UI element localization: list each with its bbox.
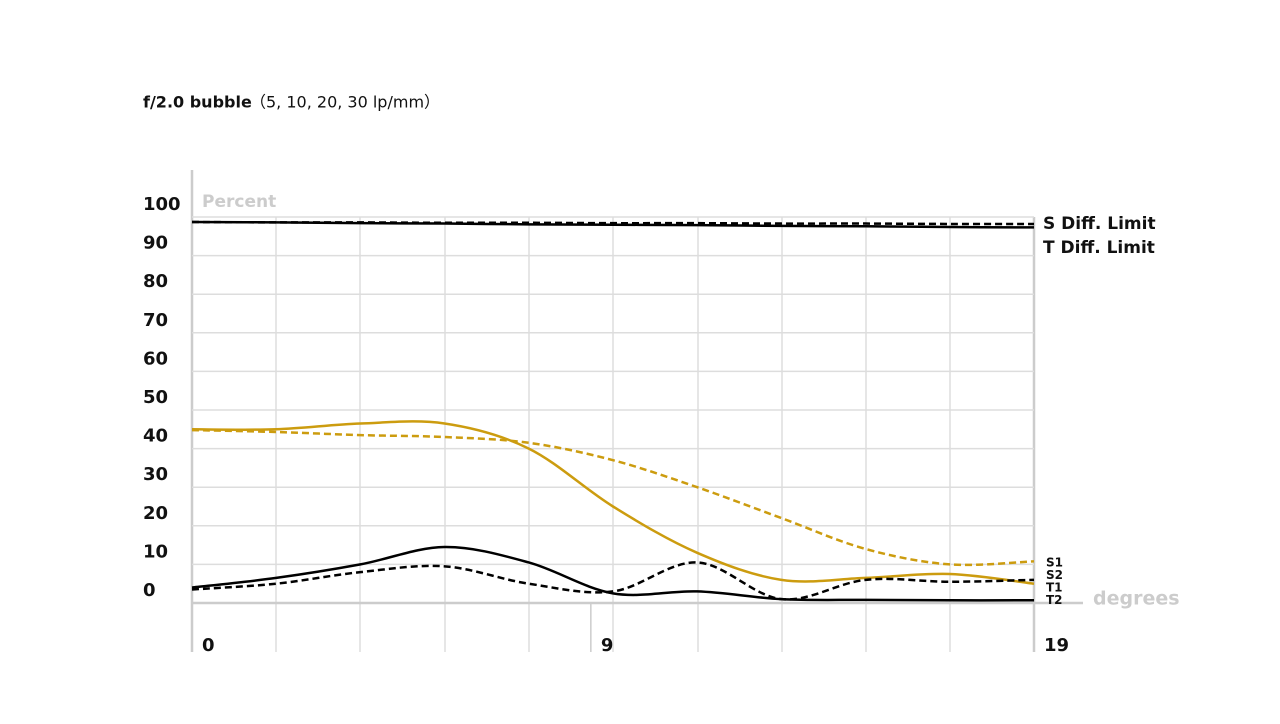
y-tick-label: 90 [143,233,168,254]
series-label: T2 [1046,593,1063,607]
chart-subtitle: （5, 10, 20, 30 lp/mm） [250,93,440,112]
series-label: S Diff. Limit [1043,214,1156,234]
series-line [191,220,1035,229]
y-tick-label: 80 [143,271,168,292]
y-tick-label: 70 [143,310,168,331]
x-tick-label: 19 [1044,635,1069,656]
x-divisions [275,217,951,652]
series-label: S2 [1046,568,1063,582]
chart-title: f/2.0 bubble [143,93,252,112]
x-tick-label: 0 [202,635,215,656]
series-label: T Diff. Limit [1043,238,1155,258]
series-label: T1 [1046,581,1063,595]
y-tick-label: 30 [143,464,168,485]
y-tick-label: 50 [143,387,168,408]
series-line [191,561,1035,601]
y-axis-label: Percent [202,192,276,212]
y-tick-label: 60 [143,348,168,369]
y-tick-label: 100 [143,194,181,215]
y-tick-label: 20 [143,503,168,524]
series-line [191,420,1035,585]
series-line [191,428,1035,567]
x-axis-label: degrees [1093,588,1180,610]
x-tick-label: 9 [601,635,614,656]
y-tick-label: 10 [143,541,168,562]
y-tick-label: 40 [143,426,168,447]
y-tick-label: 0 [143,580,156,601]
series-label: S1 [1046,556,1063,570]
series-line [191,545,1035,602]
